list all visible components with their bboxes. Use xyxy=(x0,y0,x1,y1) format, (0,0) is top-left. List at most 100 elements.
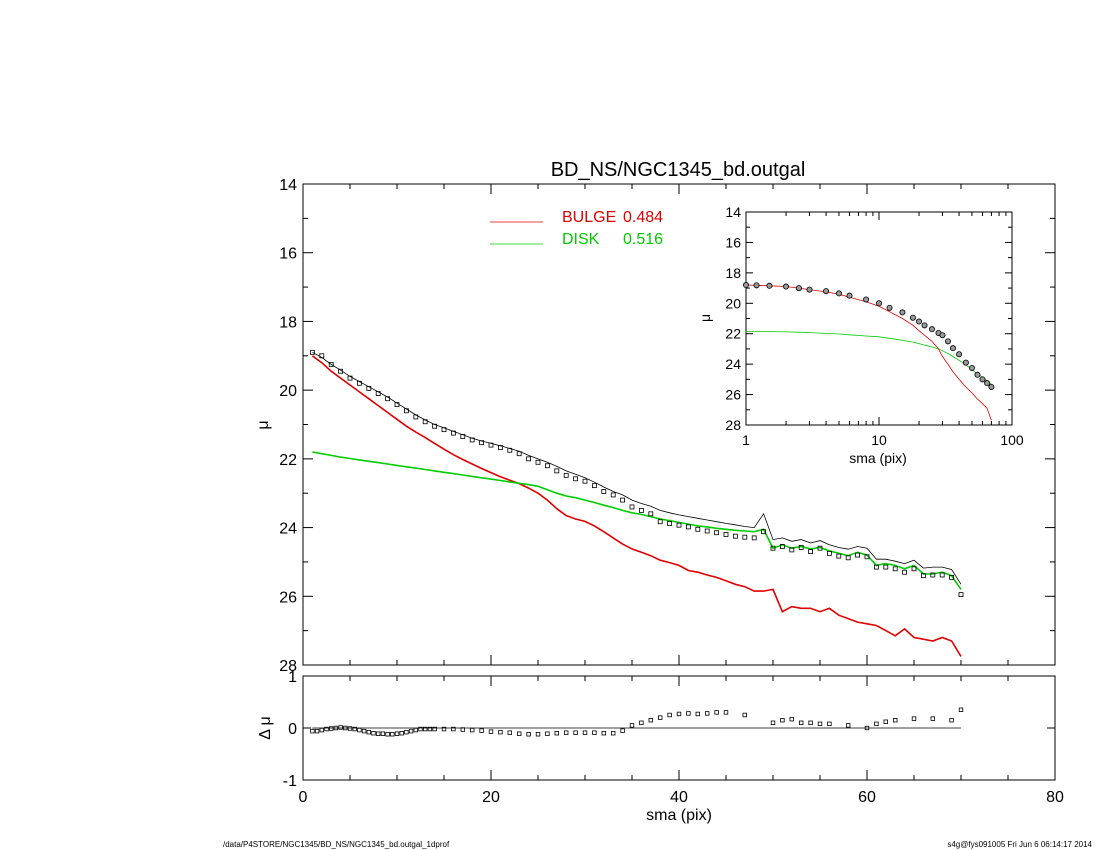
residual-y-tick-label: 0 xyxy=(288,721,297,738)
x-axis-label: sma (pix) xyxy=(646,807,712,824)
residual-data-point xyxy=(695,711,700,717)
inset-data-point xyxy=(835,290,842,297)
main-data-point xyxy=(667,521,672,526)
residual-data-point xyxy=(375,731,381,736)
inset-plot-frame xyxy=(745,211,1013,426)
main-y-tick-label: 26 xyxy=(279,589,297,606)
residual-data-point xyxy=(799,720,804,725)
legend-value-bulge: 0.484 xyxy=(623,209,663,226)
main-data-point xyxy=(836,553,842,559)
residual-data-point xyxy=(620,728,625,733)
inset-data-point xyxy=(899,309,906,316)
residual-data-point xyxy=(314,728,320,734)
residual-y-tick-label: 1 xyxy=(288,669,297,686)
main-data-point xyxy=(864,554,870,560)
main-data-point xyxy=(610,492,616,498)
residual-data-point xyxy=(535,732,541,737)
residual-data-point xyxy=(526,732,531,737)
main-data-point xyxy=(545,463,550,469)
main-y-tick-label: 18 xyxy=(279,314,297,331)
residual-data-point xyxy=(347,726,353,731)
x-tick-label: 40 xyxy=(670,789,688,806)
main-data-point xyxy=(789,547,795,553)
main-data-point xyxy=(497,445,503,450)
main-data-point xyxy=(592,483,597,489)
residual-data-point xyxy=(310,728,315,734)
inset-data-point xyxy=(876,300,883,307)
main-data-point xyxy=(413,414,419,420)
main-data-point xyxy=(347,375,353,381)
main-data-point xyxy=(808,549,813,555)
main-data-point xyxy=(385,396,391,402)
residual-data-point xyxy=(479,728,484,733)
residual-data-point xyxy=(639,720,644,725)
inset-data-point xyxy=(783,283,790,290)
footer-file-path: /data/P4STORE/NGC1345/BD_NS/NGC1345_bd.o… xyxy=(223,840,450,849)
residual-data-point xyxy=(958,707,964,712)
residual-data-point xyxy=(949,718,954,723)
main-y-tick-label: 22 xyxy=(279,452,297,469)
residual-data-point xyxy=(554,731,559,736)
main-data-point xyxy=(563,472,569,478)
residual-data-point xyxy=(408,728,414,734)
inset-y-tick-label: 18 xyxy=(725,265,741,281)
residual-data-point xyxy=(817,721,823,727)
residual-data-point xyxy=(422,726,428,732)
residual-data-point xyxy=(517,731,522,736)
main-y-axis-label: μ xyxy=(255,420,272,429)
main-data-point xyxy=(488,442,494,448)
residual-data-point xyxy=(328,726,334,731)
inset-data-point xyxy=(962,359,969,366)
inset-data-point xyxy=(956,351,963,358)
main-data-point xyxy=(479,440,485,446)
residual-data-point xyxy=(413,727,418,733)
residual-data-point xyxy=(451,726,456,732)
legend-label-disk: DISK xyxy=(562,231,600,248)
legend-label-bulge: BULGE xyxy=(562,209,616,226)
main-data-point xyxy=(657,519,663,525)
inset-y-axis-label: μ xyxy=(697,314,713,322)
residual-data-point xyxy=(545,731,550,736)
residual-data-point xyxy=(460,727,465,732)
main-data-point xyxy=(949,574,954,580)
main-data-point xyxy=(309,349,315,355)
x-tick-label: 60 xyxy=(858,789,876,806)
residual-data-point xyxy=(770,720,776,725)
inset-x-tick-label: 1 xyxy=(742,432,750,448)
main-data-point xyxy=(723,532,729,537)
residual-data-point xyxy=(911,716,917,721)
inset-y-tick-label: 16 xyxy=(725,234,741,250)
main-model-line xyxy=(312,351,962,585)
main-data-point xyxy=(902,569,907,575)
residual-data-point xyxy=(667,712,672,718)
residual-data-point xyxy=(705,711,710,716)
main-data-point xyxy=(686,524,691,530)
residual-data-point xyxy=(371,731,376,736)
residual-data-point xyxy=(592,730,597,735)
residual-data-point xyxy=(601,731,606,736)
residual-data-point xyxy=(893,718,898,723)
inset-data-point xyxy=(939,332,946,339)
main-data-point xyxy=(695,526,701,532)
inset-data-point xyxy=(909,314,916,321)
inset-data-point xyxy=(766,282,773,289)
main-y-tick-label: 14 xyxy=(279,177,297,194)
main-data-point xyxy=(394,402,400,407)
residual-data-point xyxy=(380,731,386,736)
main-data-point xyxy=(432,423,438,429)
main-data-point xyxy=(526,456,531,462)
main-data-point xyxy=(845,555,851,561)
x-tick-label: 20 xyxy=(482,789,500,806)
inset-y-tick-label: 14 xyxy=(725,204,741,220)
main-data-point xyxy=(648,511,654,517)
inset-data-point xyxy=(949,345,956,352)
main-data-point xyxy=(356,380,362,386)
residual-data-point xyxy=(742,712,747,718)
main-data-point xyxy=(450,430,456,436)
residual-data-point xyxy=(361,728,367,734)
main-data-point xyxy=(874,564,879,570)
residual-data-point xyxy=(507,730,512,735)
main-data-point xyxy=(714,530,719,536)
main-data-point xyxy=(742,534,748,540)
inset-bulge-line xyxy=(745,284,992,421)
